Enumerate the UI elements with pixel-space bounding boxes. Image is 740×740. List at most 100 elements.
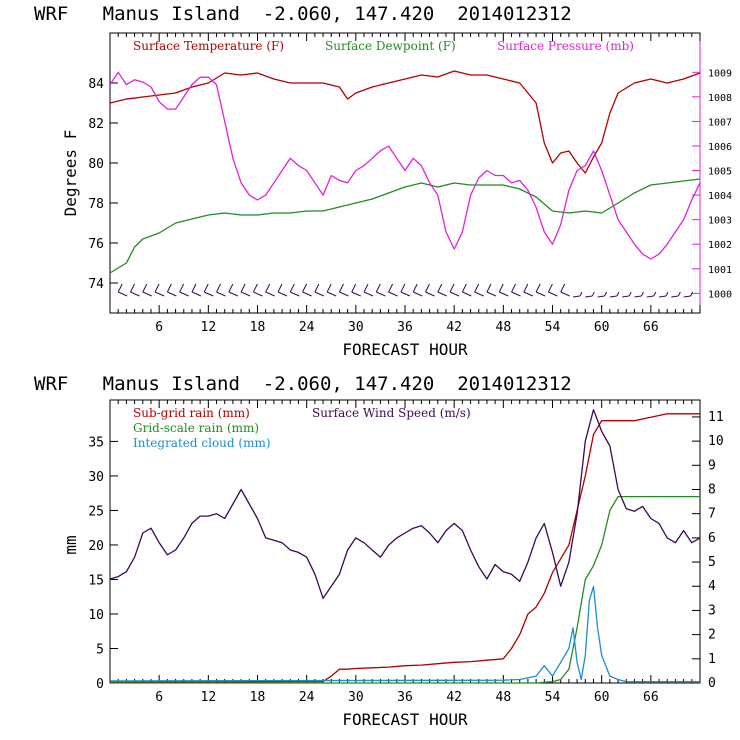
wind-barb (375, 283, 381, 293)
y-tick-label: 82 (88, 117, 104, 132)
wind-barb (474, 283, 480, 293)
wind-barb (628, 291, 632, 297)
surface-wind-speed-line (109, 409, 701, 599)
wind-barb (511, 283, 516, 293)
x-tick-label: 66 (643, 690, 659, 705)
wind-barb (579, 291, 583, 297)
wind-barb (142, 283, 148, 293)
wind-barb (216, 283, 221, 293)
y2-tick-label: 1003 (708, 216, 732, 227)
wind-barb (179, 291, 189, 297)
wind-barb (640, 291, 644, 297)
wind-barb (597, 295, 605, 298)
y-tick-label: 78 (88, 197, 104, 212)
legend-temperature: Surface Temperature (F) (133, 39, 284, 53)
wind-barb (117, 291, 128, 297)
y-tick-label: 15 (88, 573, 104, 588)
wind-barb (339, 291, 349, 297)
x-tick-label: 36 (397, 690, 413, 705)
y-tick-label: 84 (88, 77, 104, 92)
x-tick-label: 42 (446, 690, 462, 705)
wind-barb (437, 283, 443, 293)
wind-barb (167, 291, 177, 297)
series-layer (109, 70, 701, 274)
wind-barb (486, 291, 497, 297)
wind-barb (400, 291, 411, 297)
wind-barb (523, 283, 529, 293)
wind-barb (412, 283, 418, 293)
y2-tick-label: 1009 (708, 68, 732, 79)
y-axis-label-2: mm (61, 535, 80, 554)
wind-barb (277, 291, 288, 297)
x-tick-label: 48 (496, 320, 512, 335)
x-tick-label: 12 (201, 320, 217, 335)
y-axis-right: 1000 1001 1002 1003 1004 1005 1006 1007 1008 1009 (692, 68, 732, 300)
y2-tick-label: 10 (708, 434, 724, 449)
surface-temperature-line (109, 70, 701, 174)
y2-tick-label: 7 (708, 507, 716, 522)
legend-subgrid-rain: Sub-grid rain (mm) (133, 406, 250, 420)
x-axis-2: 6 12 18 24 30 36 42 48 54 60 66 (109, 400, 701, 705)
legend-pressure: Surface Pressure (mb) (497, 39, 634, 53)
y2-tick-label: 2 (708, 628, 716, 643)
wind-barb (425, 283, 430, 293)
wind-barb (683, 295, 691, 298)
wind-barb (548, 291, 558, 297)
wind-barb (290, 291, 300, 297)
wind-barb (240, 283, 246, 293)
x-tick-label: 48 (496, 690, 512, 705)
wind-barb (277, 283, 283, 293)
wind-barbs (117, 283, 694, 298)
wind-barb (314, 283, 320, 293)
wind-barb (363, 283, 369, 293)
y-tick-label: 0 (96, 677, 104, 692)
wind-barb (240, 291, 251, 297)
wind-barb (326, 283, 332, 293)
wind-barb (154, 291, 165, 297)
y-axis-right-2: 0 1 2 3 4 5 6 7 8 9 10 11 (692, 410, 724, 691)
y2-tick-label: 1006 (708, 142, 732, 153)
y2-tick-label: 8 (708, 482, 716, 497)
wind-barb (634, 295, 642, 298)
wind-barb (665, 291, 669, 297)
wind-barb (351, 283, 357, 293)
wind-barb (388, 291, 398, 297)
wind-barb (204, 291, 214, 297)
x-tick-label: 6 (155, 320, 163, 335)
wind-barb (302, 291, 312, 297)
wind-barb (461, 283, 467, 293)
x-tick-label: 6 (155, 690, 163, 705)
x-tick-label: 24 (299, 690, 315, 705)
x-tick-label: 54 (545, 690, 561, 705)
wind-barb (499, 291, 509, 297)
wind-barb (658, 295, 667, 298)
wind-barb (523, 291, 534, 297)
wind-barb (388, 283, 394, 293)
x-tick-label: 54 (545, 320, 561, 335)
x-tick-label: 12 (201, 690, 217, 705)
y2-tick-label: 1004 (708, 191, 732, 202)
x-tick-label: 24 (299, 320, 315, 335)
wind-barb (449, 291, 460, 297)
y-tick-label: 76 (88, 237, 104, 252)
wind-barb (191, 291, 202, 297)
y2-tick-label: 3 (708, 603, 716, 618)
wind-barb (216, 291, 226, 297)
y2-tick-label: 1 (708, 652, 716, 667)
x-tick-label: 66 (643, 320, 659, 335)
y2-tick-label: 9 (708, 458, 716, 473)
wind-barb (591, 291, 595, 297)
wind-barb (265, 283, 271, 293)
y2-tick-label: 1002 (708, 240, 732, 251)
y2-tick-label: 1001 (708, 265, 732, 276)
legend-dewpoint: Surface Dewpoint (F) (325, 39, 456, 53)
y2-tick-label: 11 (708, 410, 724, 425)
integrated-cloud-line (109, 585, 700, 683)
wind-barb (289, 283, 295, 293)
x-tick-label: 18 (250, 320, 266, 335)
y-tick-label: 25 (88, 504, 104, 519)
wind-barb (302, 283, 308, 293)
y-tick-label: 80 (88, 157, 104, 172)
wind-barb (560, 283, 566, 293)
